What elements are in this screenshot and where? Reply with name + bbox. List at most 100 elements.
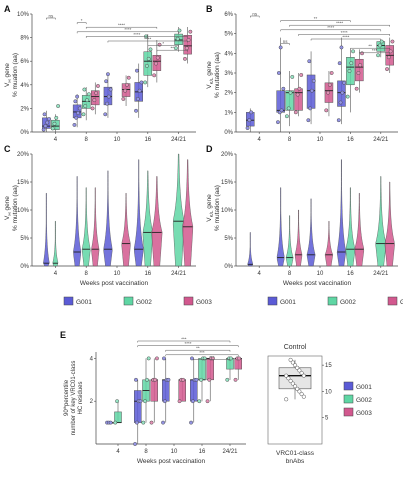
significance-label: **** — [133, 32, 140, 37]
data-point — [327, 82, 332, 87]
data-point — [237, 356, 242, 361]
box-g003 — [355, 58, 364, 82]
y-axis-title-line1: VH gene — [4, 63, 12, 87]
data-point — [281, 86, 286, 91]
box-g003 — [178, 379, 186, 402]
y-tick-label: 8% — [20, 36, 29, 42]
legend-swatch-g002 — [327, 296, 338, 306]
data-point — [188, 29, 193, 34]
legend-label: G002 — [340, 299, 356, 306]
legend-swatch-g003 — [343, 407, 354, 417]
significance-label: **** — [184, 341, 191, 346]
violin-g003 — [91, 187, 100, 267]
legend-swatch-g001 — [267, 296, 278, 306]
y-tick-label: 6% — [224, 12, 233, 18]
data-point — [297, 389, 302, 394]
significance-label: ** — [196, 346, 200, 351]
data-point — [108, 87, 113, 92]
x-axis-title: Weeks post vaccination — [80, 280, 149, 287]
y-axis-title-superscript: th — [62, 406, 67, 409]
panel-letter: C — [4, 144, 11, 154]
box-g003 — [91, 90, 100, 106]
legend-swatch-g001 — [343, 381, 354, 391]
data-point — [113, 420, 118, 425]
legend-label: G001 — [356, 384, 372, 391]
data-point — [279, 108, 284, 113]
data-point — [228, 356, 233, 361]
data-point — [376, 53, 381, 58]
violin-g003 — [354, 193, 365, 267]
y-axis-title-subscript: H — [7, 212, 12, 215]
data-point — [143, 80, 148, 85]
y-tick-label: 6% — [20, 59, 29, 65]
data-point — [157, 42, 162, 47]
violin-g002 — [81, 187, 91, 267]
significance-label: ns — [48, 13, 54, 18]
y-tick-label: 15% — [17, 180, 30, 186]
panel-letter: B — [206, 4, 213, 14]
data-point — [173, 46, 178, 51]
data-point — [47, 117, 51, 121]
data-point — [351, 49, 356, 54]
data-point — [83, 104, 88, 108]
data-point — [104, 79, 109, 84]
data-point — [347, 69, 352, 73]
data-point — [177, 399, 182, 404]
violin-g003 — [121, 193, 131, 267]
data-point — [286, 106, 291, 111]
data-point — [86, 92, 91, 97]
x-tick-label: 16 — [347, 137, 354, 143]
data-point — [386, 55, 391, 60]
data-point — [205, 399, 210, 404]
x-tick-label: 10 — [114, 137, 121, 143]
data-point — [106, 72, 110, 77]
legend-swatch-g003 — [183, 296, 194, 306]
data-point — [148, 47, 153, 52]
box-g001 — [162, 379, 170, 402]
x-axis-title: Weeks post vaccination — [283, 280, 352, 287]
y-axis-title-percentile: percentile — [64, 379, 70, 406]
data-point — [123, 88, 128, 93]
violin-g003 — [182, 159, 194, 267]
data-point — [329, 71, 334, 75]
y-axis-title-gene: gene — [206, 61, 213, 78]
y-tick-label: 5% — [20, 236, 29, 242]
significance-label: ** — [368, 44, 372, 49]
x-axis-title: Weeks post vaccination — [137, 458, 206, 465]
data-point — [340, 90, 345, 95]
y-tick-label: 20% — [17, 152, 30, 158]
data-point — [295, 92, 300, 97]
y-axis-title-gene: gene — [4, 63, 11, 80]
data-point — [121, 97, 126, 101]
data-point — [52, 121, 57, 126]
significance-label: **** — [124, 27, 131, 32]
violin-g002 — [52, 221, 59, 267]
data-point — [139, 80, 144, 85]
data-point — [288, 378, 293, 383]
data-point — [74, 115, 79, 120]
significance-label: *** — [372, 48, 378, 53]
x-tick-label: 16 — [144, 271, 151, 277]
x-tick-label: 8 — [288, 271, 292, 277]
violin-g001 — [133, 159, 144, 267]
data-point — [299, 73, 304, 77]
y-tick-label: 0% — [20, 130, 29, 136]
y-tick-label: 2% — [224, 91, 233, 97]
legend-label: G003 — [400, 299, 403, 306]
x-tick-label: VRC01-class — [276, 450, 315, 457]
y-axis-title-line2: % muation (aa) — [12, 53, 19, 97]
data-point — [249, 110, 254, 115]
data-point — [138, 399, 143, 404]
panel-c: C 0% 5% 10% 15% 20% 4 8 10 16 24/21 Weeks post vacc… — [4, 144, 196, 287]
y-tick-label: 1% — [224, 110, 233, 116]
data-point — [388, 49, 393, 54]
y-axis-title: VK/L gene% mutation (aa) — [206, 185, 221, 231]
data-point — [284, 373, 289, 378]
panel-letter: E — [60, 330, 66, 340]
data-point — [85, 98, 90, 103]
data-point — [175, 36, 180, 41]
y-tick-label: 15% — [221, 180, 234, 186]
data-point — [141, 420, 146, 425]
box-g001 — [134, 390, 142, 423]
data-point — [299, 370, 304, 376]
